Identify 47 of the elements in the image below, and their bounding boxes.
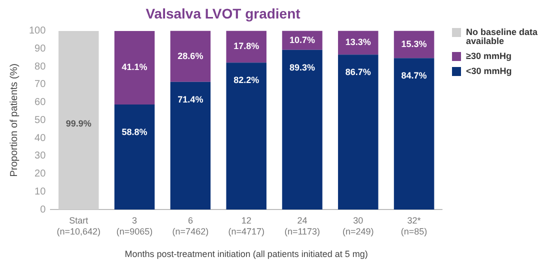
bar bbox=[338, 54, 378, 210]
x-tick-label: 30 (n=249) bbox=[342, 215, 374, 236]
y-tick-label: 100 bbox=[28, 26, 46, 37]
y-tick-label: 50 bbox=[34, 114, 46, 126]
data-label: 84.7% bbox=[401, 70, 427, 81]
data-label: 89.3% bbox=[289, 62, 316, 72]
data-label: 13.3% bbox=[345, 37, 371, 48]
data-label: 41.1% bbox=[122, 62, 148, 72]
data-label: 86.7% bbox=[345, 67, 371, 78]
bar bbox=[226, 30, 266, 63]
x-axis-title: Months post-treatment initiation (all patients initiated at 5 mg) bbox=[124, 249, 368, 260]
bar bbox=[114, 30, 155, 104]
legend-label: <30 mmHg bbox=[466, 66, 512, 76]
y-axis-title: Proportion of patients (%) bbox=[8, 64, 20, 177]
bar bbox=[394, 58, 434, 210]
data-label: 17.8% bbox=[234, 41, 260, 52]
chart-title: Valsalva LVOT gradient bbox=[146, 5, 301, 22]
bar bbox=[114, 104, 155, 210]
data-label: 82.2% bbox=[234, 75, 260, 86]
y-tick-label: 70 bbox=[34, 79, 46, 90]
y-tick-label: 40 bbox=[34, 132, 46, 144]
x-tick-label: 32* (n=85) bbox=[400, 215, 428, 236]
y-tick-label: 80 bbox=[34, 61, 46, 72]
data-label: 15.3% bbox=[401, 38, 427, 49]
y-tick-label: 60 bbox=[34, 97, 46, 108]
bar bbox=[58, 30, 99, 210]
bar bbox=[170, 82, 211, 210]
data-label: 58.8% bbox=[122, 126, 148, 137]
x-tick-label: 3 (n=9065) bbox=[116, 215, 153, 236]
legend-label: No baseline data available bbox=[466, 27, 538, 46]
data-label: 28.6% bbox=[178, 50, 204, 61]
x-tick-label: Start (n=10,642) bbox=[56, 215, 101, 236]
data-label: 99.9% bbox=[66, 118, 92, 128]
x-tick-label: 6 (n=7462) bbox=[172, 215, 209, 236]
y-tick-label: 30 bbox=[34, 150, 46, 162]
data-label: 71.4% bbox=[178, 94, 204, 104]
data-label: 10.7% bbox=[289, 34, 316, 45]
legend-label: ≥30 mmHg bbox=[466, 51, 512, 61]
y-tick-label: 0 bbox=[40, 204, 46, 216]
x-tick-label: 24 (n=1173) bbox=[284, 215, 320, 236]
x-tick-label: 12 (n=4717) bbox=[228, 215, 264, 236]
y-tick-label: 20 bbox=[34, 168, 46, 180]
y-tick-label: 90 bbox=[34, 43, 46, 54]
y-tick-label: 10 bbox=[34, 186, 46, 198]
bar bbox=[226, 62, 266, 210]
bar bbox=[170, 30, 211, 82]
bar bbox=[282, 50, 322, 210]
